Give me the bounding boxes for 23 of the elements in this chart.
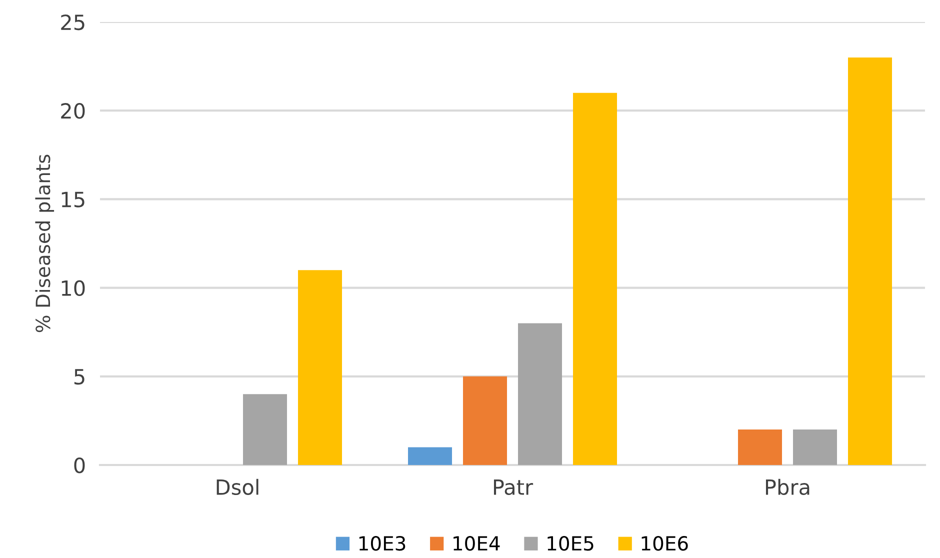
bar (243, 394, 287, 465)
legend-label: 10E3 (359, 536, 406, 551)
bar (793, 430, 837, 465)
y-tick-label: 20 (61, 103, 85, 119)
legend-label: 10E6 (642, 536, 688, 551)
bar (463, 376, 507, 465)
y-tick-label: 15 (62, 192, 84, 208)
y-tick-label: 0 (74, 457, 85, 474)
legend-label: 10E5 (548, 536, 594, 551)
bar (518, 323, 562, 465)
y-tick-label: 25 (61, 14, 84, 30)
x-tick-label: Patr (494, 480, 534, 496)
bar (573, 92, 617, 465)
y-axis-title: % Diseased plants (35, 154, 54, 332)
bar (848, 57, 892, 465)
y-tick-label: 5 (74, 369, 84, 385)
x-tick-label: Pbra (766, 478, 810, 496)
legend-label: 10E4 (454, 536, 500, 551)
x-tick-label: Dsol (216, 478, 258, 496)
bar (298, 270, 342, 465)
bar (408, 447, 452, 465)
y-tick-label: 10 (62, 280, 85, 296)
bar (738, 430, 782, 465)
